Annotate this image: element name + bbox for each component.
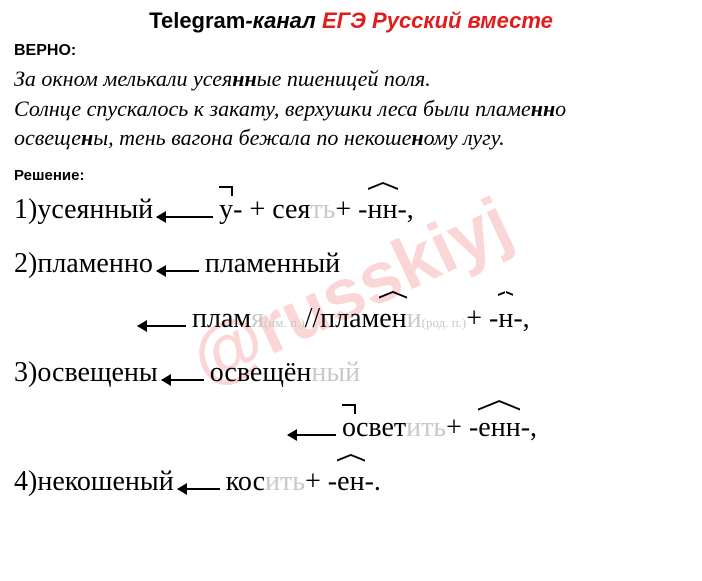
solution-row-2a: 2) пламенно пламенный <box>14 246 688 282</box>
arrow-icon <box>138 325 186 327</box>
solution-row-2b: пламя (им. п.) // пламени (род. п.) + - … <box>134 301 688 337</box>
ex-l3c: ы, тень вагона бежала по некоше <box>93 125 411 150</box>
r2-num: 2) <box>14 246 37 282</box>
r1-p2: - + сея <box>233 192 310 228</box>
suffix-mark-icon <box>337 454 364 466</box>
r4-word: некошеный <box>37 464 173 500</box>
ege-title: ЕГЭ Русский вместе <box>322 8 553 33</box>
r3-p2f: ить <box>406 410 446 446</box>
kanal-word: -канал <box>245 8 322 33</box>
ex-l3b: н <box>81 125 93 150</box>
r3-prefix-text: о <box>342 412 356 443</box>
ex-l1a: За окном мелькали усея <box>14 66 232 91</box>
ex-l2a: Солнце спускалось к закату, верхушки лес… <box>14 96 531 121</box>
r2-b2f: и <box>407 301 422 337</box>
r2-b1f: я <box>251 301 264 337</box>
r2-deriv: пламенный <box>205 246 340 282</box>
r2-b2suf-text: ен <box>379 303 406 334</box>
prefix-mark-icon <box>219 186 233 196</box>
r3-num: 3) <box>14 355 37 391</box>
ex-l2c: о <box>555 96 566 121</box>
suffix-mark-icon <box>379 291 406 303</box>
r4-suf-text: ен <box>337 466 364 497</box>
r4-suffix: ен <box>337 464 364 500</box>
r2-word: пламенно <box>37 246 153 282</box>
solution-row-1: 1) усеянный у - + сеять + - нн -, <box>14 192 688 228</box>
r1-word: усеянный <box>37 192 153 228</box>
r2-b2suf: ен <box>379 301 406 337</box>
r1-num: 1) <box>14 192 37 228</box>
r2-b1s: (им. п.) <box>264 315 305 332</box>
r3-suf-text: енн <box>478 412 520 443</box>
r1-p2f: ть <box>310 192 335 228</box>
r3-deriv1f: ный <box>311 355 360 391</box>
r4-p1: кос <box>226 464 265 500</box>
reshenie-label: Решение: <box>14 167 688 184</box>
telegram-word: Telegram <box>149 8 245 33</box>
arrow-icon <box>178 488 220 490</box>
r1-p4: -, <box>397 192 413 228</box>
r2-b4: -, <box>513 301 529 337</box>
solution-row-3b: о светить + - енн -, <box>284 410 688 446</box>
r4-p1f: ить <box>265 464 305 500</box>
ex-l2b: нн <box>531 96 555 121</box>
r1-prefix-text: у <box>219 194 233 225</box>
r3-deriv1: освещён <box>210 355 312 391</box>
arrow-icon <box>157 270 199 272</box>
r3-suffix: енн <box>478 410 520 446</box>
r3-word: освещены <box>37 355 157 391</box>
r1-p3: + - <box>335 192 367 228</box>
example-block: За окном мелькали усеянные пшеницей поля… <box>14 64 688 153</box>
r1-suffix: нн <box>368 192 398 228</box>
ex-l3d: н <box>411 125 423 150</box>
r1-suf-text: нн <box>368 194 398 225</box>
r4-p2: + - <box>305 464 337 500</box>
solution-row-3a: 3) освещены освещённый <box>14 355 688 391</box>
channel-header: Telegram-канал ЕГЭ Русский вместе <box>14 8 688 34</box>
r3-prefix: о <box>342 410 356 446</box>
ex-l1c: ые пшеницей поля. <box>257 66 431 91</box>
arrow-icon <box>288 434 336 436</box>
suffix-mark-icon <box>478 400 520 412</box>
solution-row-4: 4) некошеный косить + - ен -. <box>14 464 688 500</box>
r2-suffix: н <box>498 301 513 337</box>
r3-p3: + - <box>446 410 478 446</box>
r2-b3: + - <box>466 301 498 337</box>
r4-p3: -. <box>365 464 381 500</box>
prefix-mark-icon <box>342 404 356 414</box>
r2-b2: плам <box>320 301 379 337</box>
r2-slash: // <box>305 301 321 337</box>
suffix-mark-icon <box>498 291 513 303</box>
r2-b1: плам <box>192 301 251 337</box>
arrow-icon <box>157 216 213 218</box>
arrow-icon <box>162 379 204 381</box>
r3-p2: свет <box>356 410 406 446</box>
ex-l3a: освеще <box>14 125 81 150</box>
r2-suf-text: н <box>498 303 513 334</box>
page-content: Telegram-канал ЕГЭ Русский вместе ВЕРНО:… <box>0 0 702 500</box>
verno-label: ВЕРНО: <box>14 42 688 60</box>
r2-b2s: (род. п.) <box>422 315 467 332</box>
r3-p4: -, <box>521 410 537 446</box>
r1-prefix: у <box>219 192 233 228</box>
r4-num: 4) <box>14 464 37 500</box>
ex-l3e: ому лугу. <box>424 125 505 150</box>
ex-l1b: нн <box>232 66 256 91</box>
